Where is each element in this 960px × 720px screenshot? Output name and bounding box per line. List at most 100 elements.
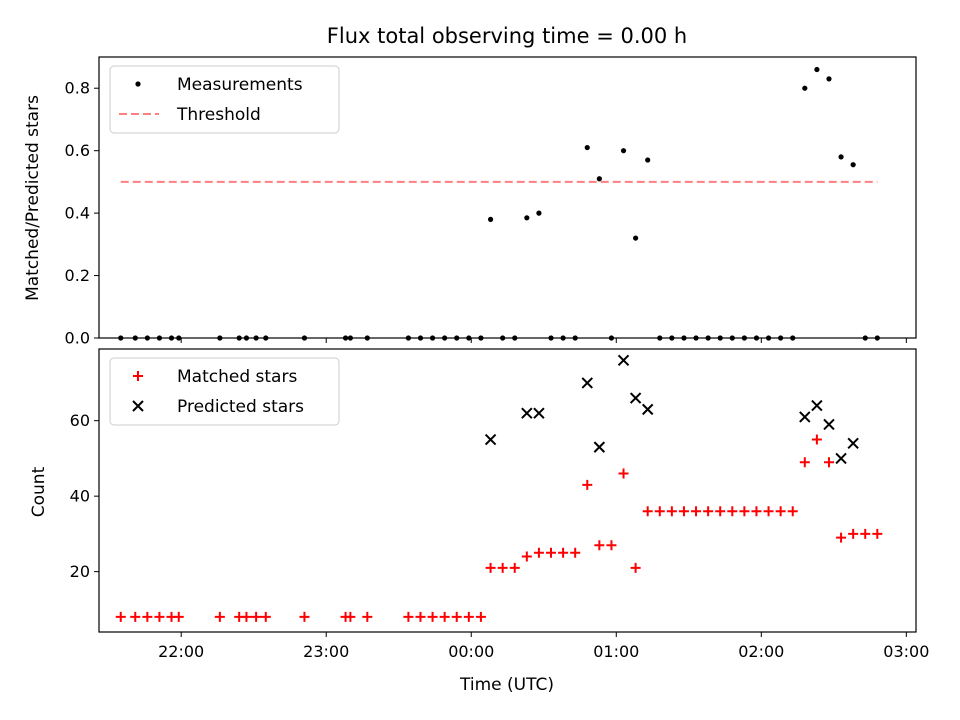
measurement-point — [584, 144, 590, 151]
matched-star-point — [703, 506, 714, 517]
matched-star-point — [775, 506, 786, 517]
matched-star-point — [115, 611, 126, 622]
measurement-point — [838, 154, 844, 160]
matched-star-point — [451, 611, 462, 622]
predicted-star-point — [521, 407, 533, 419]
measurement-point — [729, 335, 735, 341]
measurement-point — [693, 335, 699, 341]
matched-star-point — [872, 528, 883, 539]
matched-star-point — [173, 611, 184, 622]
bottom-panel-y-axis-label: Count — [29, 466, 49, 517]
matched-star-point — [642, 506, 653, 517]
matched-star-point — [594, 540, 605, 551]
matched-star-point — [130, 611, 141, 622]
measurement-point — [417, 335, 424, 341]
matched-star-point — [618, 468, 629, 479]
matched-star-point — [260, 611, 271, 622]
top-y-tick-label: 0.2 — [65, 266, 90, 285]
measurement-point — [802, 85, 808, 91]
measurement-point — [243, 335, 250, 341]
matched-star-point — [251, 611, 262, 622]
matched-star-point — [427, 611, 438, 622]
legend-entry-label: Threshold — [176, 105, 261, 125]
predicted-star-point — [641, 403, 654, 416]
measurement-point — [487, 216, 494, 222]
measurement-point — [741, 335, 747, 341]
measurement-point — [512, 335, 518, 341]
matched-star-point — [751, 506, 762, 517]
legend-entry-label: Measurements — [177, 75, 303, 95]
legend-x-icon — [132, 400, 144, 412]
measurement-point — [669, 335, 675, 341]
measurement-point — [608, 335, 615, 341]
plot-layer: 0.0 0.2 0.4 0.6 0.8 Measurements Threshold 20 40… — [65, 56, 929, 661]
measurement-point — [633, 235, 639, 241]
matched-star-point — [497, 562, 508, 573]
measurement-point — [364, 335, 370, 341]
measurement-point — [814, 66, 820, 73]
measurement-point — [478, 335, 484, 341]
bottom-y-tick-label: 60 — [70, 411, 90, 430]
predicted-star-point — [593, 441, 606, 453]
top-legend-box — [109, 65, 340, 134]
measurement-point — [705, 335, 711, 341]
measurement-point — [118, 335, 124, 341]
bottom-panel-frame — [98, 348, 917, 633]
x-tick-label: 22:00 — [158, 642, 204, 661]
matched-star-point — [403, 611, 414, 622]
measurement-point — [500, 335, 506, 341]
bottom-legend-box — [109, 357, 340, 426]
matched-star-point — [509, 562, 520, 573]
top-y-tick-label: 0.8 — [65, 79, 90, 98]
matched-star-point — [463, 611, 474, 622]
x-tick-label: 03:00 — [883, 642, 929, 661]
predicted-star-point — [533, 407, 545, 419]
measurement-point — [429, 335, 436, 341]
matched-star-point — [142, 611, 153, 622]
matched-star-point — [570, 547, 581, 558]
matched-star-point — [415, 611, 426, 622]
measurement-point — [347, 335, 353, 341]
measurement-point — [717, 335, 723, 341]
matched-star-point — [860, 528, 871, 539]
measurement-point — [405, 335, 411, 341]
legend-entry-label: Predicted stars — [177, 397, 304, 417]
predicted-star-point — [617, 354, 630, 367]
matched-star-point — [763, 506, 774, 517]
matched-star-point — [787, 506, 798, 517]
x-tick-label: 23:00 — [303, 642, 349, 661]
x-tick-label: 02:00 — [738, 642, 784, 661]
legend-dot-icon — [135, 81, 141, 87]
bottom-series-matched-stars — [115, 434, 883, 622]
measurement-point — [862, 335, 868, 341]
predicted-star-point — [799, 411, 811, 423]
measurement-point — [572, 335, 578, 341]
matched-star-point — [848, 528, 859, 539]
matched-star-point — [811, 434, 822, 445]
matched-star-point — [475, 611, 486, 622]
measurement-point — [236, 335, 242, 341]
top-panel-title: Flux total observing time = 0.00 h — [327, 24, 687, 48]
measurement-point — [144, 335, 150, 341]
measurement-point — [524, 215, 530, 221]
measurement-point — [454, 335, 460, 341]
measurement-point — [657, 335, 663, 341]
matched-star-point — [606, 540, 617, 551]
top-legend: Measurements Threshold — [109, 65, 340, 134]
predicted-star-point — [847, 437, 859, 450]
bottom-series-predicted-stars — [484, 354, 859, 465]
legend-plus-icon — [133, 371, 143, 381]
predicted-star-point — [811, 399, 823, 412]
measurement-point — [850, 162, 856, 168]
matched-star-point — [241, 611, 252, 622]
measurement-point — [560, 335, 566, 341]
measurement-point — [765, 335, 772, 341]
predicted-star-point — [835, 452, 847, 465]
top-series-measurements — [118, 66, 880, 341]
measurement-point — [645, 157, 651, 163]
predicted-star-point — [581, 377, 593, 389]
x-tick-label: 01:00 — [593, 642, 639, 661]
matched-star-point — [666, 506, 677, 517]
matched-star-point — [739, 506, 750, 517]
